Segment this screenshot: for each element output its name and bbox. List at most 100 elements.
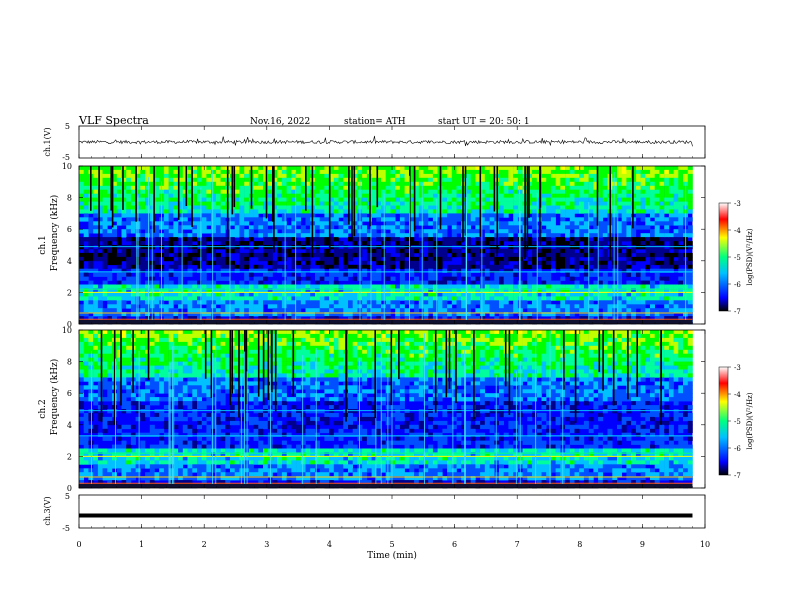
spectrogram-cell: [546, 166, 552, 171]
spectrogram-cell: [499, 284, 504, 289]
spectrogram-cell: [121, 245, 127, 250]
spectrogram-cell: [428, 193, 434, 198]
spectrogram-cell: [329, 189, 335, 194]
spectrogram-cell: [442, 241, 448, 246]
spectrogram-cell: [121, 268, 127, 273]
spectrogram-cell: [93, 353, 99, 358]
spectrogram-cell: [97, 357, 103, 362]
spectrogram-cell: [168, 237, 174, 242]
spectrogram-cell: [145, 472, 151, 477]
spectrogram-cell: [385, 292, 391, 297]
spectrogram-cell: [296, 268, 302, 273]
spectrogram-cell: [470, 221, 476, 226]
spectrogram-cell: [650, 256, 655, 262]
spectrogram-cell: [130, 464, 136, 469]
spectrogram-cell: [130, 460, 136, 465]
spectrogram-cell: [560, 237, 566, 242]
spectrogram-cell: [612, 276, 618, 281]
spectrogram-cell: [461, 296, 467, 301]
spectrogram-cell: [503, 193, 509, 198]
spectrogram-cell: [187, 252, 193, 258]
spectrogram-cell: [225, 248, 231, 254]
spectrogram-cell: [664, 201, 670, 206]
spectrogram-cell: [145, 181, 151, 187]
spectrogram-cell: [197, 296, 202, 301]
spectrogram-cell: [107, 464, 113, 469]
spectrogram-cell: [206, 185, 212, 191]
spectrogram-cell: [258, 169, 264, 175]
spectrogram-cell: [348, 252, 353, 258]
spectrogram-cell: [291, 280, 297, 285]
spectrogram-cell: [362, 288, 368, 293]
spectrogram-cell: [673, 252, 679, 258]
spectrogram-cell: [173, 237, 179, 242]
spectrogram-cell: [489, 173, 495, 179]
spectrogram-cell: [574, 237, 580, 242]
spectrogram-cell: [215, 312, 221, 317]
spectrogram-cell: [182, 260, 188, 266]
spectrogram-cell: [220, 169, 226, 175]
spectrogram-cell: [178, 256, 184, 262]
spectrogram-cell: [145, 185, 151, 191]
spectrogram-cell: [79, 193, 84, 198]
spectrogram-cell: [588, 292, 594, 297]
spectrogram-cell: [83, 357, 89, 362]
spectrogram-cell: [503, 252, 509, 258]
spectrogram-cell: [263, 221, 268, 226]
spectrogram-cell: [574, 264, 580, 270]
spectrogram-cell: [97, 245, 103, 250]
spectrogram-cell: [281, 237, 287, 242]
spectrogram-cell: [145, 409, 151, 414]
spectrogram-cell: [272, 225, 278, 230]
spectrogram-cell: [385, 197, 391, 202]
spectrogram-cell: [97, 169, 103, 175]
spectrogram-cell: [324, 229, 330, 234]
spectrogram-cell: [121, 296, 127, 301]
spectrogram-cell: [253, 241, 259, 246]
spectrogram-cell: [154, 308, 160, 313]
spectrogram-cell: [333, 221, 339, 226]
spectrogram-cell: [588, 173, 594, 179]
spectrogram-cell: [211, 296, 217, 301]
spectrogram-cell: [267, 241, 273, 246]
spectrogram-cell: [414, 268, 420, 273]
spectrogram-cell: [423, 308, 429, 313]
spectrogram-cell: [484, 221, 490, 226]
spectrogram-cell: [300, 264, 306, 270]
spectrogram-cell: [385, 233, 391, 238]
spectrogram-cell: [617, 288, 622, 293]
spectrogram-cell: [296, 193, 302, 198]
spectrogram-cell: [126, 353, 132, 358]
spectrogram-cell: [550, 193, 556, 198]
spectrogram-cell: [93, 241, 99, 246]
spectrogram-cell: [211, 221, 217, 226]
spectrogram-cell: [366, 245, 372, 250]
spectrogram-cell: [489, 185, 495, 191]
spectrogram-cell: [598, 264, 604, 270]
spectrogram-cell: [348, 312, 353, 317]
spectrogram-cell: [263, 217, 268, 222]
spectrogram-cell: [664, 221, 670, 226]
spectrogram-cell: [447, 185, 453, 191]
spectrogram-cell: [499, 296, 504, 301]
spectrogram-cell: [409, 241, 415, 246]
spectrogram-cell: [291, 173, 297, 179]
spectrogram-cell: [93, 345, 99, 351]
spectrogram-cell: [234, 193, 240, 198]
spectrogram-cell: [83, 428, 89, 434]
spectrogram-cell: [197, 166, 202, 171]
spectrogram-cell: [442, 229, 448, 234]
spectrogram-cell: [206, 221, 212, 226]
spectrogram-cell: [220, 304, 226, 309]
spectrogram-cell: [130, 424, 136, 430]
spectrogram-cell: [626, 268, 632, 273]
spectrogram-cell: [272, 177, 278, 183]
spectrogram-cell: [470, 209, 476, 214]
spectrogram-cell: [197, 193, 202, 198]
spectrogram-cell: [211, 181, 217, 187]
spectrogram-cell: [503, 312, 509, 317]
spectrogram-cell: [546, 189, 552, 194]
spectrogram-cell: [253, 166, 259, 171]
spectrogram-cell: [253, 209, 259, 214]
spectrogram-cell: [470, 166, 476, 171]
